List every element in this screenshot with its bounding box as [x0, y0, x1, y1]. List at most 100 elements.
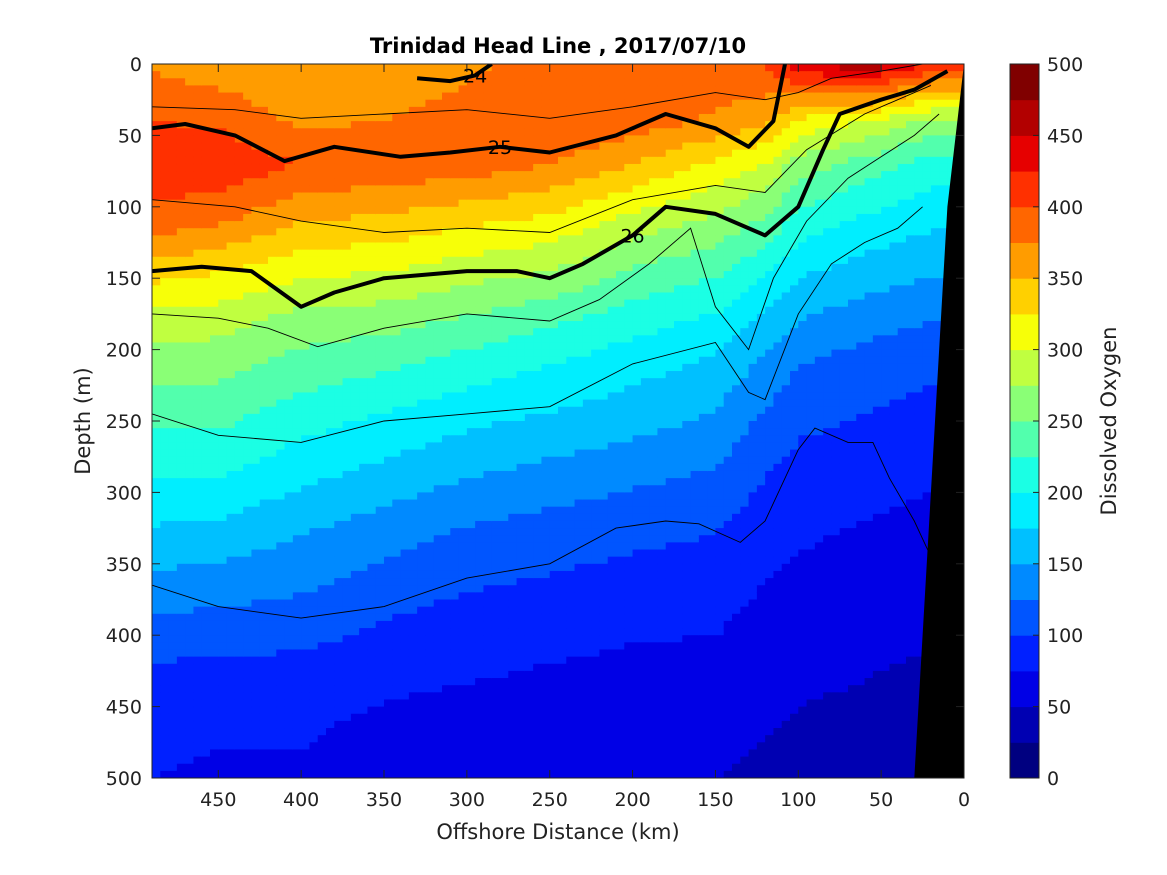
heat-cell	[466, 235, 476, 244]
heat-cell	[433, 249, 443, 258]
heat-cell	[483, 670, 493, 679]
heat-cell	[268, 285, 277, 294]
heat-cell	[367, 228, 377, 236]
heat-cell	[392, 149, 402, 158]
heat-cell	[234, 470, 244, 479]
heat-cell	[301, 728, 311, 736]
heat-cell	[549, 506, 559, 515]
heat-cell	[276, 735, 286, 743]
heat-cell	[176, 713, 186, 722]
heat-cell	[168, 506, 178, 515]
heat-cell	[218, 620, 228, 629]
heat-cell	[458, 742, 468, 751]
heat-cell	[491, 335, 501, 344]
heat-cell	[292, 570, 302, 579]
heat-cell	[342, 478, 352, 486]
heat-cell	[541, 706, 551, 715]
heat-cell	[201, 678, 211, 686]
heat-cell	[392, 428, 402, 436]
heat-cell	[466, 421, 476, 429]
heat-cell	[541, 92, 551, 101]
heat-cell	[350, 335, 360, 344]
heat-cell	[475, 313, 485, 322]
heat-cell	[350, 213, 360, 222]
heat-cell	[508, 256, 518, 265]
heat-cell	[483, 492, 493, 501]
heat-cell	[558, 592, 567, 601]
heat-cell	[234, 692, 244, 701]
heat-cell	[301, 549, 311, 558]
heat-cell	[268, 328, 277, 336]
heat-cell	[234, 121, 244, 129]
heat-cell	[292, 306, 302, 315]
heat-cell	[185, 71, 195, 79]
heat-cell	[292, 578, 302, 586]
heat-cell	[350, 113, 360, 122]
heat-cell	[549, 770, 559, 778]
heat-cell	[450, 378, 460, 386]
heat-cell	[234, 606, 244, 615]
heat-cell	[168, 606, 178, 615]
heat-cell	[176, 742, 186, 751]
heat-cell	[433, 635, 443, 643]
heat-cell	[276, 706, 286, 715]
heat-cell	[243, 506, 253, 515]
heat-cell	[350, 499, 360, 508]
heat-cell	[433, 578, 443, 586]
heat-cell	[367, 749, 377, 758]
heat-cell	[251, 713, 261, 722]
heat-cell	[176, 92, 186, 101]
heat-cell	[234, 585, 244, 593]
heat-cell	[234, 642, 244, 651]
heat-cell	[317, 378, 327, 386]
heat-cell	[367, 135, 377, 144]
oxygen-heatmap	[152, 64, 964, 778]
heat-cell	[466, 735, 476, 743]
heat-cell	[168, 749, 178, 758]
heat-cell	[276, 692, 286, 701]
heat-cell	[384, 363, 393, 372]
heat-cell	[334, 113, 344, 122]
heat-cell	[342, 699, 352, 708]
heat-cell	[533, 520, 543, 529]
heat-cell	[284, 213, 294, 222]
heat-cell	[533, 692, 543, 701]
heat-cell	[500, 642, 509, 651]
heat-cell	[193, 663, 203, 672]
heat-cell	[392, 520, 402, 529]
heat-cell	[226, 513, 236, 522]
heat-cell	[491, 535, 501, 543]
heat-cell	[458, 578, 468, 586]
heat-cell	[326, 585, 335, 593]
heat-cell	[500, 456, 509, 465]
heat-cell	[259, 78, 269, 87]
heat-cell	[342, 256, 352, 265]
heat-cell	[317, 156, 327, 165]
heat-cell	[500, 192, 509, 201]
heat-cell	[466, 642, 476, 651]
heat-cell	[375, 392, 385, 401]
heat-cell	[309, 513, 319, 522]
heat-cell	[367, 628, 377, 636]
heat-cell	[408, 263, 418, 272]
heat-cell	[549, 735, 559, 743]
heat-cell	[508, 135, 518, 144]
heat-cell	[160, 656, 170, 665]
heat-cell	[408, 392, 418, 401]
heat-cell	[210, 456, 219, 465]
heat-cell	[392, 142, 402, 151]
heat-cell	[201, 299, 211, 308]
heat-cell	[350, 685, 360, 693]
heat-cell	[491, 149, 501, 158]
heat-cell	[193, 463, 203, 472]
heat-cell	[326, 392, 335, 401]
heat-cell	[558, 278, 567, 286]
heat-cell	[251, 699, 261, 708]
heat-cell	[375, 121, 385, 129]
heat-cell	[408, 142, 418, 151]
heat-cell	[384, 478, 393, 486]
heat-cell	[276, 435, 286, 444]
heat-cell	[475, 620, 485, 629]
heat-cell	[176, 113, 186, 122]
heat-cell	[392, 670, 402, 679]
